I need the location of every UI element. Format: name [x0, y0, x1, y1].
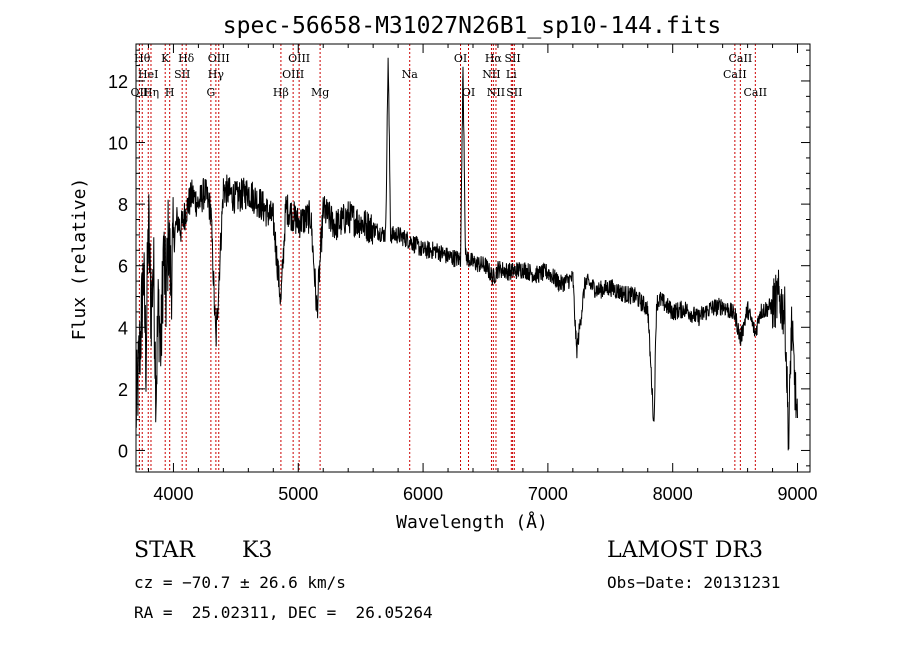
marker-label: OI [454, 52, 467, 65]
marker-label: HeI [138, 68, 158, 81]
marker-label: SII [174, 68, 190, 81]
y-tick-label: 4 [118, 318, 128, 338]
marker-label: G [206, 86, 215, 99]
x-tick-label: 8000 [653, 484, 693, 504]
marker-label: Hβ [273, 86, 289, 99]
y-tick-label: 12 [108, 72, 128, 92]
marker-label: SII [506, 86, 522, 99]
marker-label: CaII [743, 86, 767, 99]
chart-title: spec-56658-M31027N26B1_sp10-144.fits [223, 13, 722, 39]
spectrum-layer [135, 57, 798, 451]
marker-label: SII [504, 52, 520, 65]
x-tick-label: 9000 [777, 484, 817, 504]
marker-label: OII [131, 86, 149, 99]
marker-label: K [161, 52, 170, 65]
marker-label: CaII [723, 68, 747, 81]
marker-label: Hα [485, 52, 503, 65]
x-tick-label: 6000 [403, 484, 443, 504]
marker-label: Hδ [178, 52, 195, 65]
x-tick-label: 4000 [153, 484, 193, 504]
axes: 4000 5000 6000 7000 8000 9000 0 2 4 6 8 10 12 [108, 43, 818, 504]
obs-date-label: Obs−Date: 20131231 [607, 573, 781, 592]
marker-label: OIII [208, 52, 230, 65]
marker-label: OIII [282, 68, 304, 81]
y-tick-label: 2 [118, 380, 128, 400]
y-tick-label: 0 [118, 441, 128, 461]
subclass-label: K3 [242, 538, 273, 563]
coordinates-label: RA = 25.02311, DEC = 26.05264 [134, 603, 433, 622]
marker-label: Na [402, 68, 419, 81]
marker-label: H [165, 86, 175, 99]
y-tick-label: 8 [118, 195, 128, 215]
survey-label: LAMOST DR3 [607, 538, 763, 563]
spectrum-line [135, 57, 798, 451]
x-tick-label: 7000 [528, 484, 568, 504]
y-axis-label: Flux (relative) [69, 178, 90, 341]
redshift-label: cz = −70.7 ± 26.6 km/s [134, 573, 346, 592]
marker-label: NII [482, 68, 500, 81]
marker-label: Hη [143, 86, 159, 99]
x-axis-label: Wavelength (Å) [396, 511, 548, 533]
marker-label: Mg [311, 86, 329, 99]
marker-label: Hγ [208, 68, 225, 81]
x-tick-label: 5000 [278, 484, 318, 504]
marker-label: Li [506, 68, 517, 81]
y-tick-label: 10 [108, 134, 128, 154]
marker-label: NII [487, 86, 505, 99]
marker-labels: OII Hθ HeI Hη K H SII Hδ G Hγ OIII Hβ OIII OIII Mg Na OI… [131, 52, 768, 99]
marker-label: Hθ [134, 52, 151, 65]
marker-label: CaII [729, 52, 753, 65]
marker-label: OI [462, 86, 475, 99]
class-label: STAR [134, 538, 195, 563]
marker-label: OIII [288, 52, 310, 65]
y-tick-label: 6 [118, 257, 128, 277]
